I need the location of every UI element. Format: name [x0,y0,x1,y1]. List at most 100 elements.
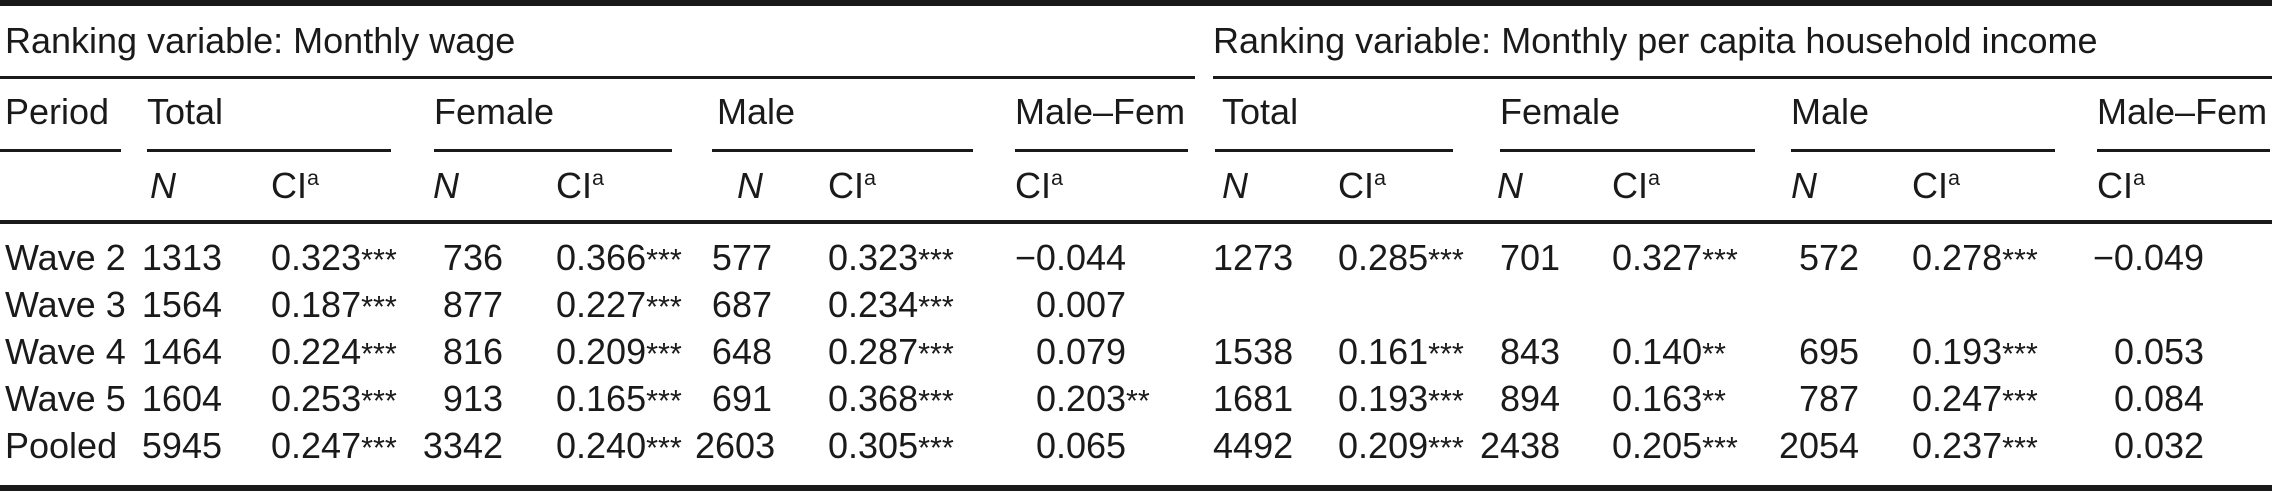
ci-value: 0.323*** [225,224,410,281]
ci-number: −0.044 [1014,236,1127,278]
n-value: 572 [1798,236,1860,278]
n-value: 691 [711,377,772,419]
significance-stars: *** [918,383,954,418]
spanner-rule-row [0,145,2272,152]
subheader-ci: CIa [1000,152,1196,224]
ci-value: 0.305*** [775,422,1000,485]
malefem-value: 0.203** [1000,375,1195,422]
ci-number: 0.007 [1035,283,1127,325]
ci-value: 0.247*** [225,422,410,485]
n-value: 877 [442,283,503,325]
panel-gap [1195,422,1213,485]
ci-footnote-marker: a [1051,165,1064,191]
rule [1500,149,1756,152]
ci-number: 0.203 [1035,377,1127,419]
significance-stars: *** [1428,336,1464,371]
malefem-value: 0.065 [1000,422,1195,485]
subheader-n: N [695,152,775,224]
ci-footnote-marker: a [307,165,320,191]
ci-number: 0.253 [271,377,362,419]
ci-value: 0.140** [1562,328,1770,375]
spanner-period [0,145,140,152]
subheader-n: N [410,152,506,224]
subheader-ci: CIa [1296,152,1481,224]
significance-stars: *** [1428,430,1464,465]
ci-number: 0.193 [1912,330,2003,372]
ci-label: CI [1612,165,1649,207]
ci-number: 0.209 [1338,424,1429,466]
malefem-value: −0.044 [1000,224,1195,281]
significance-stars: *** [361,289,397,324]
period-label: Wave 3 [5,283,126,325]
group-header-male-right: Male [1791,91,1870,133]
ci-number: 0.161 [1338,330,1429,372]
ci-value: 0.327*** [1562,224,1770,281]
ci-label: CI [556,165,592,207]
subheader-n: N [1213,152,1297,224]
significance-stars: ** [1126,383,1150,418]
table-row-wave-4: Wave 4 1464 0.224*** 816 0.209*** 648 0.… [0,328,2272,375]
ci-number: 0.140 [1612,330,1703,372]
rule [1015,149,1189,152]
panel-title-row: Ranking variable: Monthly wage Ranking v… [0,6,2272,79]
table-row-wave-2: Wave 2 1313 0.323*** 736 0.366*** 577 0.… [0,224,2272,281]
table-row-pooled: Pooled 5945 0.247*** 3342 0.240*** 2603 … [0,422,2272,485]
significance-stars: ** [1702,336,1726,371]
panel-title-monthly-wage: Ranking variable: Monthly wage [0,6,1196,79]
ci-number: 0.193 [1338,377,1429,419]
ci-number: 0.247 [271,424,362,466]
subheader-ci: CIa [2075,152,2272,224]
ci-value: 0.323*** [775,224,1000,281]
ci-footnote-marker: a [2133,165,2146,191]
n-value: 5945 [141,424,222,466]
period-label: Wave 4 [5,330,126,372]
rule [147,149,391,152]
ci-footnote-marker: a [1648,165,1661,191]
ci-value: 0.224*** [225,328,410,375]
ci-value: 0.366*** [506,224,695,281]
subheader-n: N [1480,152,1563,224]
significance-stars: *** [918,242,954,277]
ci-label: CI [1338,165,1375,207]
significance-stars: *** [1702,430,1738,465]
significance-stars: *** [646,383,682,418]
n-value: 648 [711,330,772,372]
ci-number: −0.049 [2092,236,2205,278]
ci-value [1862,281,2075,328]
ci-number: 0.053 [2113,330,2205,372]
significance-stars: *** [1428,383,1464,418]
rule [434,149,672,152]
ci-value: 0.193*** [1862,328,2075,375]
group-header-male-left: Male [717,91,796,133]
significance-stars: *** [361,242,397,277]
ci-number: 0.305 [828,424,919,466]
ci-value: 0.285*** [1296,224,1480,281]
n-value: 913 [442,377,503,419]
significance-stars: *** [646,242,682,277]
n-value: 2603 [695,424,776,466]
period-label: Pooled [5,424,118,466]
panel-gap [1195,281,1213,328]
spanner-total-left [140,145,410,152]
ci-value: 0.240*** [506,422,695,485]
ci-number: 0.240 [556,424,647,466]
n-value: 894 [1499,377,1561,419]
n-label: N [1222,165,1249,207]
n-label: N [1791,165,1818,207]
n-value: 1564 [141,283,222,325]
n-value [1213,281,1296,328]
n-value: 1681 [1213,377,1294,419]
panel-title-household-income: Ranking variable: Monthly per capita hou… [1213,6,2272,79]
subheader-n: N [1770,152,1863,224]
significance-stars: *** [361,383,397,418]
n-label: N [1497,165,1524,207]
ci-number: 0.368 [828,377,919,419]
n-value: 843 [1499,330,1561,372]
subheader-ci: CIa [1562,152,1771,224]
n-value: 816 [442,330,503,372]
significance-stars: *** [1428,242,1464,277]
ci-label: CI [1912,165,1949,207]
n-value: 787 [1798,377,1860,419]
